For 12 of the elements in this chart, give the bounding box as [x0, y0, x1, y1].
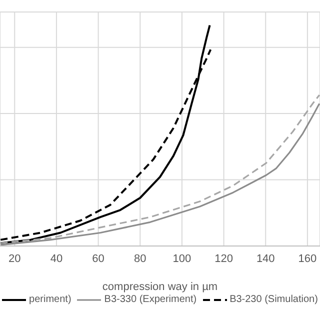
x-tick-label: 140	[256, 252, 275, 265]
legend-label: B3-230 (Simulation)	[230, 294, 318, 305]
x-axis-title: compression way in µm	[102, 281, 218, 293]
x-tick-label: 20	[8, 252, 21, 265]
x-tick-label: 80	[134, 252, 146, 265]
x-tick-label: 100	[172, 252, 192, 265]
x-tick-label: 40	[50, 252, 63, 265]
legend-label: periment)	[29, 294, 72, 305]
x-tick-label: 60	[92, 252, 104, 265]
legend-label: B3-330 (Experiment)	[104, 294, 197, 305]
x-tick-label: 120	[214, 252, 233, 265]
x-tick-label: 160	[298, 252, 317, 265]
